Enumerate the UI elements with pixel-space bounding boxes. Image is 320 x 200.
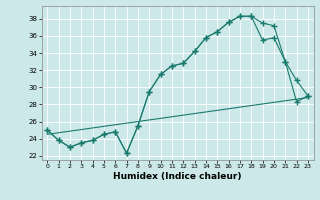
X-axis label: Humidex (Indice chaleur): Humidex (Indice chaleur) [113, 172, 242, 181]
